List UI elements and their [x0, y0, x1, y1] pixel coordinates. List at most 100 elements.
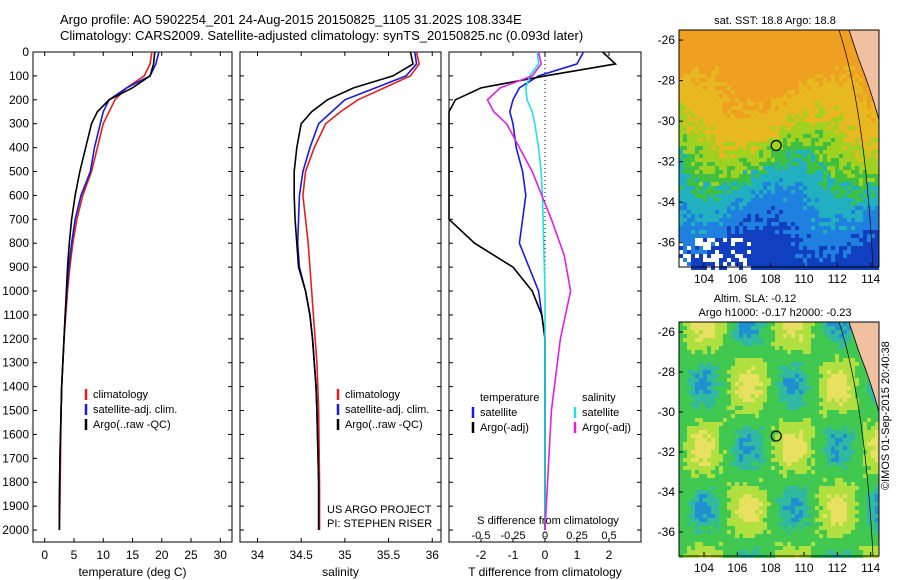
map-cell	[847, 414, 851, 418]
map-cell	[743, 158, 747, 162]
map-cell	[683, 406, 687, 410]
map-cell	[847, 194, 851, 198]
map-cell	[803, 342, 807, 346]
map-cell	[771, 134, 775, 138]
map-cell	[811, 262, 815, 266]
map-cell	[783, 186, 787, 190]
map-cell	[791, 146, 795, 150]
map-cell	[731, 434, 735, 438]
map-cell	[819, 454, 823, 458]
map-cell	[691, 210, 695, 214]
map-cell	[815, 218, 819, 222]
map-cell	[823, 326, 827, 330]
map-cell	[839, 350, 843, 354]
map-cell	[827, 66, 831, 70]
map-cell	[835, 238, 839, 242]
map-cell	[847, 186, 851, 190]
map-cell	[851, 54, 855, 58]
map-cell	[751, 438, 755, 442]
map-cell	[823, 322, 827, 326]
map-cell	[731, 174, 735, 178]
map-cell	[811, 154, 815, 158]
map-cell	[771, 166, 775, 170]
map-cell	[735, 426, 739, 430]
map-cell	[755, 46, 759, 50]
map-cell	[735, 202, 739, 206]
map-cell	[723, 326, 727, 330]
map-cell	[691, 402, 695, 406]
map-cell	[751, 50, 755, 54]
map-cell	[763, 90, 767, 94]
map-cell	[807, 238, 811, 242]
map-cell	[707, 454, 711, 458]
map-cell	[727, 226, 731, 230]
map-cell	[859, 78, 863, 82]
map-cell	[871, 142, 875, 146]
map-cell	[747, 50, 751, 54]
map-cell	[743, 246, 747, 250]
map-cell	[755, 250, 759, 254]
map-cell	[759, 170, 763, 174]
map-cell	[695, 330, 699, 334]
map-cell	[707, 406, 711, 410]
map-cell	[687, 94, 691, 98]
map-cell	[787, 174, 791, 178]
map-cell	[755, 126, 759, 130]
map-cell	[815, 110, 819, 114]
map-cell	[679, 242, 683, 246]
map-cell	[787, 74, 791, 78]
x-tick-label: 2	[606, 548, 613, 562]
map-cell	[827, 62, 831, 66]
map-cell	[779, 394, 783, 398]
map-cell	[763, 406, 767, 410]
map-cell	[707, 46, 711, 50]
map-cell	[791, 158, 795, 162]
map-cell	[815, 154, 819, 158]
map-cell	[703, 146, 707, 150]
map-cell	[743, 198, 747, 202]
map-cell	[707, 66, 711, 70]
map-cell	[783, 214, 787, 218]
map-cell	[859, 82, 863, 86]
map-cell	[831, 98, 835, 102]
map-cell	[679, 202, 683, 206]
map-cell	[715, 106, 719, 110]
map-cell	[839, 214, 843, 218]
map-cell	[731, 234, 735, 238]
map-cell	[771, 154, 775, 158]
map-cell	[815, 254, 819, 258]
map-cell	[875, 122, 879, 126]
map-cell	[831, 166, 835, 170]
map-cell	[787, 142, 791, 146]
map-cell	[695, 62, 699, 66]
map-cell	[767, 350, 771, 354]
map-cell	[699, 410, 703, 414]
map-cell	[779, 386, 783, 390]
map-cell	[819, 230, 823, 234]
map-cell	[855, 114, 859, 118]
map-cell	[851, 418, 855, 422]
map-cell	[779, 346, 783, 350]
map-cell	[795, 134, 799, 138]
map-cell	[799, 46, 803, 50]
map-cell	[759, 94, 763, 98]
map-cell	[695, 362, 699, 366]
map-cell	[739, 226, 743, 230]
map-cell	[799, 426, 803, 430]
map-cell	[803, 410, 807, 414]
map-cell	[851, 74, 855, 78]
map-cell	[783, 210, 787, 214]
map-cell	[807, 254, 811, 258]
map-cell	[731, 106, 735, 110]
map-cell	[703, 238, 707, 242]
map-cell	[811, 394, 815, 398]
map-cell	[815, 78, 819, 82]
map-cell	[795, 202, 799, 206]
map-cell	[803, 222, 807, 226]
map-cell	[687, 362, 691, 366]
map-cell	[835, 142, 839, 146]
map-cell	[847, 374, 851, 378]
lat-tick-label: -32	[658, 155, 676, 169]
map-cell	[699, 322, 703, 326]
map-cell	[819, 338, 823, 342]
